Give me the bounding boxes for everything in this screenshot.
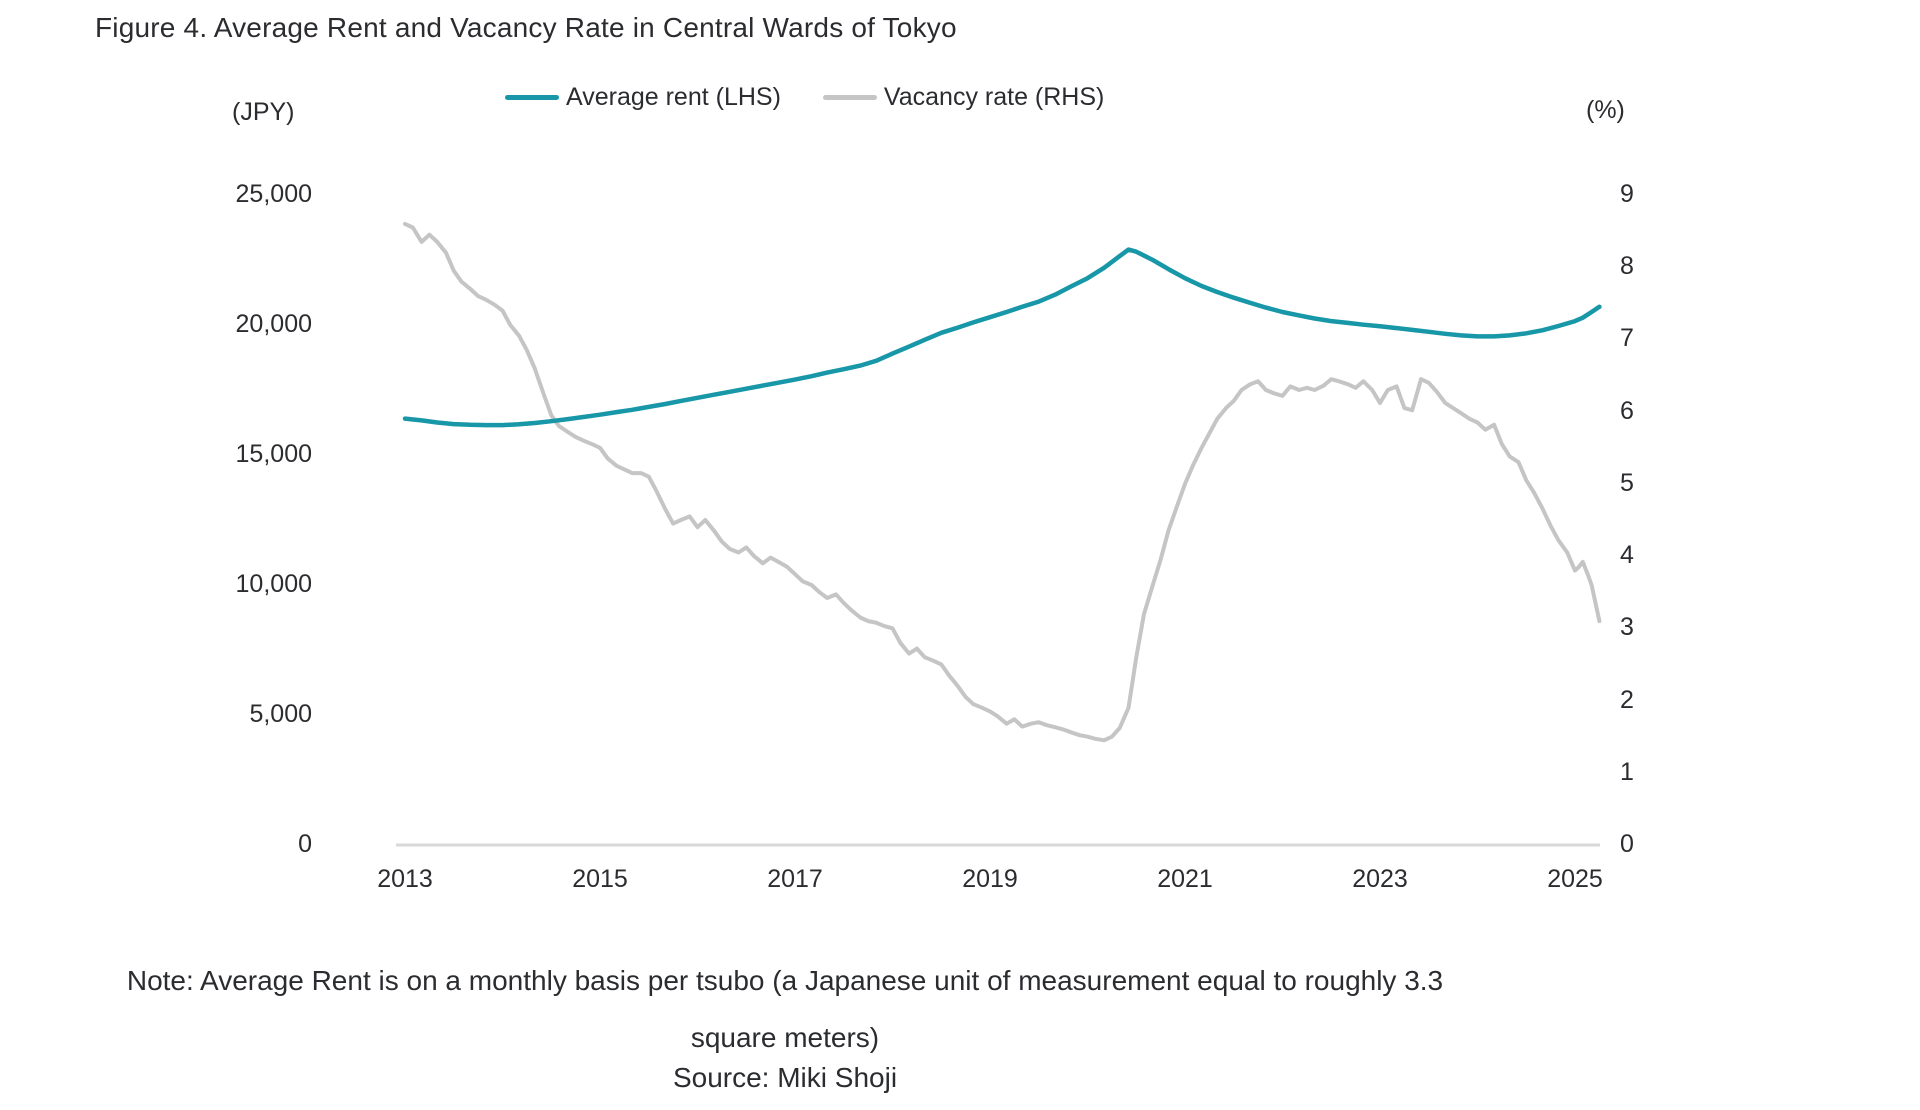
x-axis-tick-label: 2013 [377,865,433,893]
x-axis-tick-label: 2017 [767,865,823,893]
legend-item-vacancy-rate: Vacancy rate (RHS) [822,83,1105,112]
right-axis-tick-label: 3 [1620,613,1634,642]
legend-label-average-rent: Average rent (LHS) [566,83,781,111]
right-axis-tick-label: 7 [1620,324,1634,353]
right-axis-tick-label: 2 [1620,685,1634,714]
x-axis-tick-label: 2019 [962,865,1018,893]
legend-label-vacancy-rate: Vacancy rate (RHS) [883,83,1105,111]
legend-item-average-rent: Average rent (LHS) [505,83,781,112]
average-rent-line-swatch [505,95,559,100]
x-axis-tick-label: 2023 [1352,865,1408,893]
right-axis-tick-label: 4 [1620,541,1634,570]
chart-legend: Average rent (LHS) Vacancy rate (RHS) [505,83,1104,112]
right-axis-tick-label: 5 [1620,468,1634,497]
figure-source: Source: Miki Shoji [672,1062,898,1093]
right-axis-tick-label: 9 [1620,180,1634,208]
left-axis-tick-label: 5,000 [249,700,312,728]
figure-note-line-1: Note: Average Rent is on a monthly basis… [126,965,1444,996]
vacancy-rate-line-swatch [822,95,877,100]
left-axis-tick-label: 20,000 [235,310,312,338]
figure-note: Note: Average Rent is on a monthly basis… [0,952,1570,1066]
left-axis-unit-label: (JPY) [232,98,295,126]
average-rent-line [402,247,1602,428]
x-axis-tick-label: 2021 [1157,865,1213,893]
left-axis-tick-label: 25,000 [235,180,312,208]
vacancy-rate-line [403,221,1602,743]
x-axis-tick-label: 2015 [572,865,628,893]
right-axis-tick-label: 1 [1620,757,1634,786]
x-axis-tick-label: 2025 [1547,865,1603,893]
right-axis-tick-label: 6 [1620,396,1634,425]
right-axis-unit-label: (%) [1586,96,1625,124]
figure-title: Figure 4. Average Rent and Vacancy Rate … [95,12,957,43]
right-axis-tick-label: 8 [1620,252,1634,281]
left-axis-tick-label: 15,000 [235,440,312,468]
figure-note-line-2: square meters) [690,1022,880,1053]
left-axis-tick-label: 0 [298,830,312,858]
right-axis-tick-label: 0 [1620,830,1634,858]
left-axis-tick-label: 10,000 [235,570,312,598]
